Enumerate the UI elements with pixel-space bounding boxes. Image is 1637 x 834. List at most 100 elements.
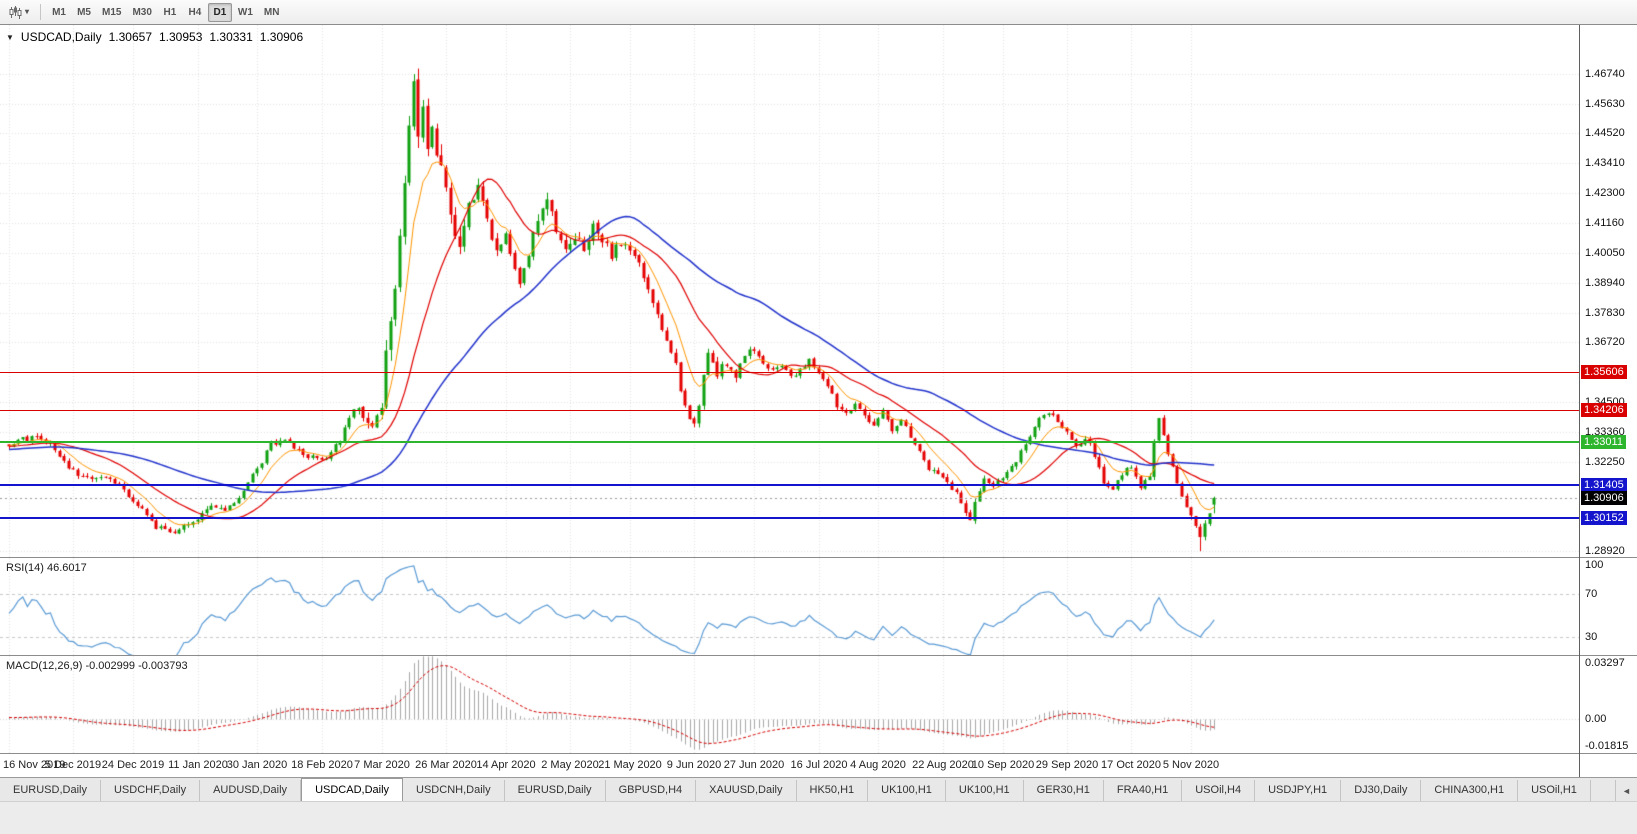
- horizontal-level-line-1-33011[interactable]: [0, 441, 1579, 443]
- rsi-axis-label: 100: [1585, 559, 1604, 571]
- chevron-down-icon: ▾: [25, 7, 30, 16]
- symbol-tab-uk100-h1[interactable]: UK100,H1: [868, 780, 946, 801]
- price-pane: ▼ USDCAD,Daily 1.30657 1.30953 1.30331 1…: [0, 25, 1637, 557]
- toolbar-separator: [40, 4, 42, 20]
- horizontal-level-line-1-30152[interactable]: [0, 517, 1579, 519]
- level-price-badge: 1.33011: [1581, 435, 1626, 449]
- symbol-tab-usdchf-daily[interactable]: USDCHF,Daily: [101, 780, 201, 801]
- symbol-tab-usdcad-daily[interactable]: USDCAD,Daily: [301, 778, 404, 801]
- symbol-tabs: EURUSD,Daily USDCHF,Daily AUDUSD,Daily USDC…: [0, 778, 1615, 801]
- pane-separator-3: [0, 753, 1637, 754]
- tab-scroll-left-button[interactable]: ◄: [1615, 780, 1637, 801]
- symbol-tab-fra40-h1[interactable]: FRA40,H1: [1104, 780, 1183, 801]
- ohlc-close: 1.30906: [259, 30, 304, 44]
- status-bar: [0, 801, 1637, 834]
- level-price-badge: 1.34206: [1581, 403, 1627, 417]
- symbol-tab-ger30-h1[interactable]: GER30,H1: [1024, 780, 1104, 801]
- timeframe-button-m15[interactable]: M15: [102, 6, 122, 18]
- timeframe-button-d1[interactable]: D1: [207, 2, 232, 22]
- price-axis-label: 1.44520: [1585, 127, 1625, 139]
- pane-separator[interactable]: [0, 557, 1637, 558]
- timeframe-button-m1[interactable]: M1: [52, 6, 66, 18]
- symbol-tab-gbpusd-h4[interactable]: GBPUSD,H4: [606, 780, 697, 801]
- symbol-tab-dj30-daily[interactable]: DJ30,Daily: [1341, 780, 1422, 801]
- price-axis-label: 1.46740: [1585, 68, 1625, 80]
- ohlc-open: 1.30657: [108, 30, 152, 44]
- price-axis[interactable]: 1.46740 1.45630 1.44520 1.43410 1.42300 1.411…: [1579, 25, 1637, 777]
- symbol-tab-usdcnh-daily[interactable]: USDCNH,Daily: [403, 780, 505, 801]
- timeframe-button-h1[interactable]: H1: [163, 6, 177, 18]
- rsi-axis-label: 30: [1585, 631, 1598, 643]
- date-axis-label: 16 Nov 2019: [3, 759, 66, 771]
- rsi-axis-label: 70: [1585, 588, 1598, 600]
- chart-type-button[interactable]: ▾: [4, 3, 34, 22]
- date-axis-label: 21 May 2020: [598, 759, 662, 771]
- candlestick-chart-icon: [9, 5, 22, 19]
- price-axis-label: 1.41160: [1585, 217, 1624, 229]
- date-axis-label: 5 Dec 2019: [44, 759, 102, 771]
- price-axis-label: 1.42300: [1585, 187, 1625, 199]
- price-axis-label: 1.37830: [1585, 307, 1625, 319]
- symbol-tab-china300-h1[interactable]: CHINA300,H1: [1421, 780, 1519, 801]
- price-axis-label: 1.36720: [1585, 336, 1625, 348]
- chart-window: ▼ USDCAD,Daily 1.30657 1.30953 1.30331 1…: [0, 25, 1637, 777]
- ohlc-low: 1.30331: [209, 30, 253, 44]
- date-axis-label: 11 Jan 2020: [168, 759, 228, 771]
- date-axis-label: 22 Aug 2020: [912, 759, 974, 771]
- macd-label: MACD(12,26,9) -0.002999 -0.003793: [6, 660, 188, 672]
- chart-symbol-label: USDCAD,Daily: [20, 30, 102, 44]
- price-axis-label: 1.28920: [1585, 545, 1625, 557]
- price-axis-label: 1.45630: [1585, 98, 1625, 110]
- horizontal-level-line-1-31405[interactable]: [0, 484, 1579, 486]
- symbol-tab-usoil-h4[interactable]: USOil,H4: [1182, 780, 1256, 801]
- date-axis-label: 17 Oct 2020: [1101, 759, 1161, 771]
- macd-axis-label: 0.03297: [1585, 657, 1625, 669]
- date-axis-label: 30 Jan 2020: [226, 759, 288, 771]
- symbol-tab-usoil-h1[interactable]: USOil,H1: [1518, 780, 1591, 801]
- current-price-badge: 1.30906: [1581, 491, 1627, 505]
- date-axis[interactable]: 16 Nov 2019 5 Dec 2019 24 Dec 2019 11 Jan 2…: [0, 754, 1579, 777]
- timeframe-button-h4[interactable]: H4: [188, 6, 202, 18]
- horizontal-level-line-1-34206[interactable]: [0, 410, 1579, 411]
- symbol-tab-eurusd-daily[interactable]: EURUSD,Daily: [505, 780, 606, 801]
- date-axis-label: 24 Dec 2019: [101, 759, 165, 771]
- price-pane-canvas[interactable]: [0, 25, 1579, 557]
- price-axis-label: 1.32250: [1585, 456, 1625, 468]
- price-axis-label: 1.40050: [1585, 247, 1625, 259]
- timeframe-button-mn[interactable]: MN: [263, 6, 280, 18]
- symbol-tab-bar: EURUSD,Daily USDCHF,Daily AUDUSD,Daily USDC…: [0, 777, 1637, 801]
- symbol-tab-eurusd-daily[interactable]: EURUSD,Daily: [0, 780, 101, 801]
- timeframe-button-w1[interactable]: W1: [237, 6, 253, 18]
- rsi-pane-canvas[interactable]: [0, 558, 1579, 655]
- symbol-tab-xauusd-daily[interactable]: XAUUSD,Daily: [696, 780, 797, 801]
- ohlc-high: 1.30953: [159, 30, 203, 44]
- timeframe-button-m30[interactable]: M30: [132, 6, 152, 18]
- timeframe-button-m5[interactable]: M5: [77, 6, 91, 18]
- date-axis-label: 14 Apr 2020: [476, 759, 536, 771]
- symbol-tab-hk50-h1[interactable]: HK50,H1: [797, 780, 869, 801]
- symbol-tab-audusd-daily[interactable]: AUDUSD,Daily: [200, 780, 302, 801]
- date-axis-label: 5 Nov 2020: [1162, 759, 1220, 771]
- date-axis-label: 7 Mar 2020: [354, 759, 410, 771]
- date-axis-label: 2 May 2020: [541, 759, 599, 771]
- chart-title: ▼ USDCAD,Daily 1.30657 1.30953 1.30331 1…: [6, 30, 303, 44]
- date-axis-label: 27 Jun 2020: [723, 759, 785, 771]
- date-axis-label: 26 Mar 2020: [415, 759, 477, 771]
- timeframe-buttons: M1 M5 M15 M30 H1 H4 D1 W1 MN: [47, 2, 284, 22]
- macd-pane-canvas[interactable]: [0, 656, 1579, 753]
- macd-axis-label: -0.01815: [1585, 740, 1629, 752]
- date-axis-label: 29 Sep 2020: [1035, 759, 1099, 771]
- symbol-tab-usdjpy-h1[interactable]: USDJPY,H1: [1255, 780, 1342, 801]
- date-axis-label: 18 Feb 2020: [291, 759, 353, 771]
- pane-separator-2[interactable]: [0, 655, 1637, 656]
- horizontal-level-line-1-35606[interactable]: [0, 372, 1579, 373]
- top-toolbar: ▾ M1 M5 M15 M30 H1 H4 D1 W1 MN: [0, 0, 1637, 25]
- date-axis-label: 10 Sep 2020: [971, 759, 1035, 771]
- rsi-label: RSI(14) 46.6017: [6, 562, 87, 574]
- level-price-badge: 1.31405: [1581, 478, 1627, 492]
- chart-menu-icon[interactable]: ▼: [6, 32, 14, 42]
- date-axis-label: 16 Jul 2020: [790, 759, 848, 771]
- date-axis-label: 9 Jun 2020: [666, 759, 722, 771]
- symbol-tab-uk100-h1[interactable]: UK100,H1: [946, 780, 1024, 801]
